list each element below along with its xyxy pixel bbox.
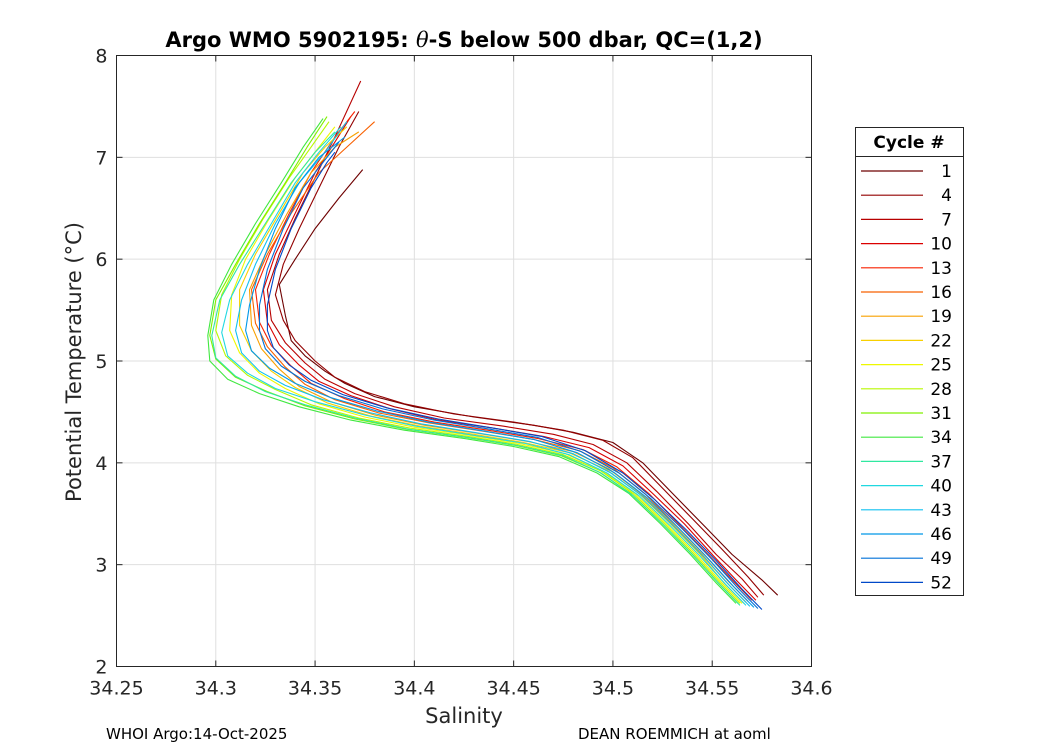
legend-label-10: 10 — [930, 235, 952, 255]
series-line-cycle-1 — [278, 169, 779, 596]
y-axis-label: Potential Temperature (°C) — [62, 222, 86, 502]
series-line-cycle-40 — [221, 126, 747, 606]
x-tick-label: 34.55 — [685, 678, 739, 700]
series-line-cycle-25 — [229, 126, 743, 604]
x-tick-label: 34.35 — [288, 678, 342, 700]
legend-label-43: 43 — [930, 501, 952, 521]
series-line-cycle-22 — [239, 126, 745, 604]
legend-label-40: 40 — [930, 477, 952, 497]
legend-title: Cycle # — [873, 133, 944, 153]
grid-lines — [116, 55, 812, 667]
series-line-cycle-4 — [274, 111, 765, 596]
y-tick-label: 8 — [95, 46, 107, 68]
legend-label-16: 16 — [930, 283, 952, 303]
y-tick-label: 5 — [95, 351, 107, 373]
legend-label-1: 1 — [941, 162, 952, 182]
legend-label-22: 22 — [930, 331, 952, 351]
series-line-cycle-7 — [266, 80, 759, 598]
ticks: 34.25 34.3 34.35 34.4 34.45 34.5 34.55 34.6 2 3 4 5… — [89, 46, 832, 700]
y-tick-label: 7 — [95, 147, 107, 169]
legend-label-52: 52 — [930, 573, 952, 593]
chart-title: Argo WMO 5902195: θ-S below 500 dbar, QC… — [165, 28, 762, 52]
x-tick-label: 34.3 — [195, 678, 237, 700]
legend-label-4: 4 — [941, 186, 952, 206]
x-tick-label: 34.45 — [486, 678, 540, 700]
x-tick-label: 34.4 — [393, 678, 435, 700]
series-line-cycle-34 — [207, 118, 737, 604]
y-tick-label: 2 — [95, 657, 107, 679]
legend-label-31: 31 — [930, 404, 952, 424]
legend-label-28: 28 — [930, 380, 952, 400]
series-line-cycle-52 — [266, 151, 763, 610]
legend-label-13: 13 — [930, 259, 952, 279]
legend: Cycle # 1 4 7 10 13 16 19 22 25 28 31 34 37 40 43 46 49 5… — [855, 127, 964, 596]
y-tick-label: 6 — [95, 249, 107, 271]
series-lines — [207, 80, 779, 610]
series-line-cycle-37 — [211, 131, 741, 606]
legend-box — [855, 127, 964, 596]
chart-title-suffix: -S below 500 dbar, QC=(1,2) — [429, 28, 763, 52]
legend-label-19: 19 — [930, 307, 952, 327]
y-tick-label: 3 — [95, 555, 107, 577]
x-tick-label: 34.6 — [790, 678, 832, 700]
x-axis-label: Salinity — [425, 704, 503, 728]
legend-label-25: 25 — [930, 356, 952, 376]
x-tick-label: 34.5 — [592, 678, 634, 700]
legend-label-7: 7 — [941, 210, 952, 230]
legend-label-46: 46 — [930, 525, 952, 545]
series-line-cycle-16 — [250, 121, 749, 602]
y-tick-label: 4 — [95, 453, 107, 475]
chart-title-prefix: Argo WMO 5902195: — [165, 28, 416, 52]
legend-items: 1 4 7 10 13 16 19 22 25 28 31 34 37 40 43 46 49 52 — [861, 162, 952, 593]
chart-title-theta: θ — [416, 28, 429, 52]
legend-label-34: 34 — [930, 428, 952, 448]
series-line-cycle-43 — [235, 121, 751, 607]
series-line-cycle-28 — [215, 121, 741, 604]
series-line-cycle-46 — [245, 136, 755, 608]
series-line-cycle-49 — [258, 141, 759, 609]
series-line-cycle-31 — [209, 116, 739, 604]
x-tick-label: 34.25 — [89, 678, 143, 700]
footer-left: WHOI Argo:14-Oct-2025 — [106, 725, 288, 743]
legend-label-49: 49 — [930, 549, 952, 569]
footer-right: DEAN ROEMMICH at aoml — [578, 725, 771, 743]
series-line-cycle-10 — [262, 116, 757, 601]
legend-label-37: 37 — [930, 452, 952, 472]
